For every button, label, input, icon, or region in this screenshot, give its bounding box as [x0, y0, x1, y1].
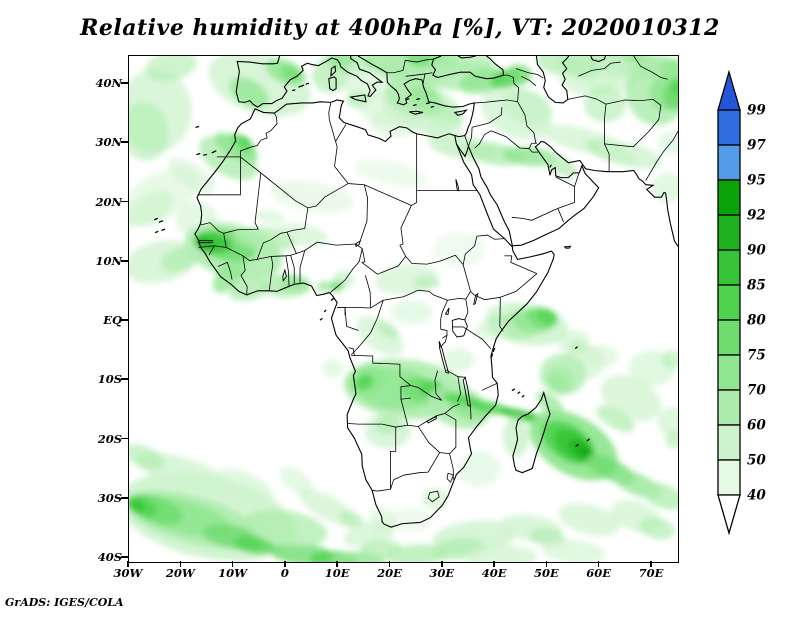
colorbar-label: 50: [747, 453, 766, 469]
lon-tick-label: 30E: [429, 566, 455, 580]
colorbar-box: [717, 319, 741, 356]
lat-tick: [121, 437, 128, 440]
lat-tick: [121, 556, 128, 558]
colorbar-label: 95: [747, 173, 766, 189]
colorbar-label: 97: [747, 138, 766, 154]
humidity-shading: [129, 56, 678, 562]
lon-tick: [597, 561, 600, 567]
lat-tick-label: 20S: [97, 431, 122, 446]
lat-tick: [121, 141, 128, 144]
colorbar-box: [717, 354, 741, 391]
lon-tick-label: 70E: [638, 566, 664, 580]
map-plot: [128, 55, 679, 563]
colorbar-box: [717, 144, 741, 181]
lon-tick: [493, 561, 495, 567]
lat-tick-label: EQ: [103, 313, 122, 327]
lon-tick-label: 0: [280, 566, 289, 580]
lon-tick: [441, 561, 443, 567]
coastlines: [155, 56, 678, 527]
colorbar-box: [717, 424, 741, 461]
lon-tick: [179, 561, 182, 567]
lon-tick: [284, 561, 286, 567]
lon-tick-label: 30W: [113, 566, 143, 580]
colorbar-label: 70: [747, 383, 766, 399]
lon-tick-label: 50E: [534, 566, 559, 580]
lon-tick-label: 20W: [165, 566, 195, 580]
lat-tick: [121, 200, 128, 203]
colorbar-label: 80: [747, 313, 766, 329]
colorbar-label: 60: [747, 418, 766, 434]
colorbar-box: [717, 284, 741, 321]
lon-tick: [231, 561, 234, 567]
lat-tick-label: 10S: [97, 372, 122, 387]
colorbar-box: [717, 389, 741, 426]
colorbar-arrow-down: [717, 494, 741, 536]
lat-tick-label: 40S: [97, 550, 122, 564]
figure-title: Relative humidity at 400hPa [%], VT: 202…: [80, 15, 720, 41]
grads-credit: GrADS: IGES/COLA: [5, 596, 124, 609]
colorbar-box: [717, 459, 741, 496]
lat-tick-label: 30S: [97, 490, 122, 505]
colorbar-box: [717, 109, 741, 146]
colorbar-label: 85: [747, 278, 766, 294]
lat-tick-label: 40N: [95, 76, 122, 90]
map-svg: [129, 56, 678, 562]
lakes: [283, 179, 478, 423]
lat-tick: [121, 319, 128, 321]
lon-tick: [336, 561, 338, 567]
lon-tick: [127, 561, 129, 567]
lat-tick-label: 10N: [95, 253, 122, 268]
lat-tick-label: 30N: [95, 135, 122, 150]
colorbar-label: 90: [747, 243, 766, 259]
lat-tick-label: 20N: [95, 194, 122, 209]
colorbar-box: [717, 214, 741, 251]
colorbar-label: 92: [747, 208, 766, 224]
lon-tick: [388, 561, 391, 567]
lon-tick-label: 10W: [218, 566, 248, 580]
small-islands: [155, 83, 590, 446]
colorbar: 99 97 95 92 90 85 80 75 70 60 50 40: [717, 69, 766, 536]
colorbar-label: 40: [747, 488, 766, 504]
lon-tick: [545, 561, 548, 567]
lat-tick: [121, 496, 128, 499]
lat-tick: [121, 82, 128, 84]
lon-tick-label: 10E: [324, 566, 350, 580]
lon-tick-label: 60E: [586, 566, 612, 580]
country-borders: [198, 56, 678, 502]
colorbar-box: [717, 249, 741, 286]
colorbar-label: 75: [747, 348, 766, 364]
lon-tick-label: 40E: [481, 566, 507, 580]
colorbar-box: [717, 179, 741, 216]
colorbar-arrow-up: [717, 69, 741, 111]
colorbar-label: 99: [747, 103, 766, 119]
lat-tick: [121, 259, 128, 262]
lat-tick: [121, 378, 128, 381]
lon-tick: [650, 561, 652, 567]
lon-tick-label: 20E: [377, 566, 402, 580]
